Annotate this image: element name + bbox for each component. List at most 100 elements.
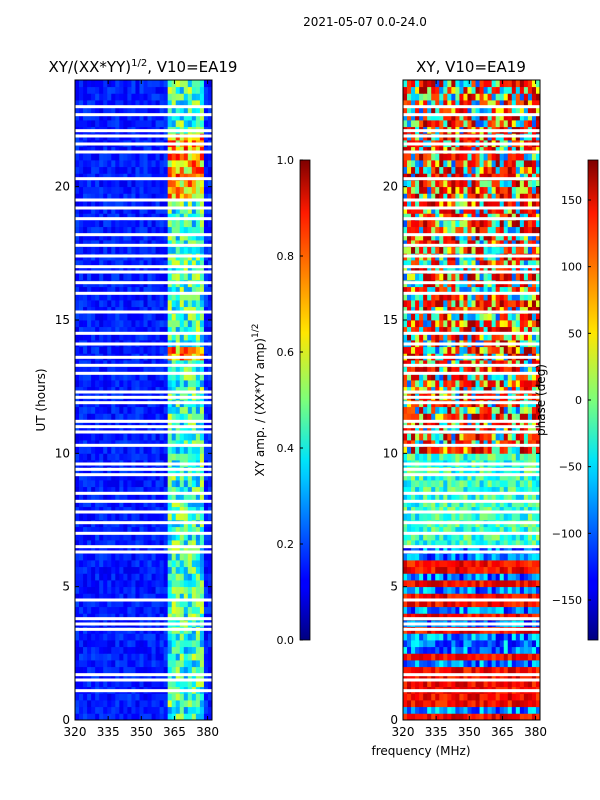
heatmap-cell bbox=[467, 406, 472, 414]
heatmap-cell bbox=[487, 660, 493, 668]
heatmap-cell bbox=[151, 146, 156, 154]
heatmap-cell bbox=[155, 573, 161, 581]
heatmap-cell bbox=[531, 440, 537, 448]
heatmap-cell bbox=[511, 453, 517, 461]
flagged-row bbox=[75, 430, 212, 434]
heatmap-cell bbox=[175, 613, 181, 621]
left-panel-title: XY/(XX*YY)1/2, V10=EA19 bbox=[49, 58, 238, 76]
heatmap-cell bbox=[519, 566, 525, 574]
heatmap-cell bbox=[527, 513, 533, 521]
heatmap-cell bbox=[203, 453, 209, 461]
heatmap-cell bbox=[107, 526, 112, 534]
heatmap-cell bbox=[439, 526, 444, 534]
heatmap-cell bbox=[111, 660, 116, 668]
heatmap-cell bbox=[91, 480, 96, 488]
heatmap-cell bbox=[511, 406, 517, 414]
heatmap-cell bbox=[143, 533, 148, 541]
heatmap-cell bbox=[203, 293, 209, 301]
heatmap-cell bbox=[103, 80, 108, 88]
heatmap-cell bbox=[535, 446, 540, 454]
heatmap-cell bbox=[155, 533, 161, 541]
heatmap-cell bbox=[119, 106, 124, 114]
heatmap-cell bbox=[195, 533, 201, 541]
heatmap-cell bbox=[487, 506, 493, 514]
heatmap-cell bbox=[75, 100, 80, 108]
heatmap-cell bbox=[167, 413, 173, 421]
heatmap-cell bbox=[447, 560, 452, 568]
heatmap-cell bbox=[207, 500, 212, 508]
heatmap-cell bbox=[75, 586, 80, 594]
heatmap-cell bbox=[119, 473, 124, 481]
heatmap-cell bbox=[467, 446, 472, 454]
heatmap-cell bbox=[187, 113, 193, 121]
heatmap-cell bbox=[195, 93, 201, 101]
heatmap-cell bbox=[455, 426, 460, 434]
heatmap-cell bbox=[483, 453, 489, 461]
heatmap-cell bbox=[91, 386, 96, 394]
heatmap-cell bbox=[87, 606, 92, 614]
heatmap-cell bbox=[459, 566, 464, 574]
heatmap-cell bbox=[83, 486, 88, 494]
heatmap-cell bbox=[135, 260, 140, 268]
heatmap-cell bbox=[535, 560, 540, 568]
heatmap-cell bbox=[107, 93, 112, 101]
heatmap-cell bbox=[459, 440, 464, 448]
heatmap-cell bbox=[83, 660, 88, 668]
heatmap-cell bbox=[107, 600, 112, 608]
heatmap-cell bbox=[439, 706, 444, 714]
heatmap-cell bbox=[99, 320, 104, 328]
heatmap-cell bbox=[147, 373, 152, 381]
heatmap-cell bbox=[475, 446, 480, 454]
heatmap-cell bbox=[451, 546, 456, 554]
heatmap-cell bbox=[179, 440, 185, 448]
heatmap-cell bbox=[135, 320, 140, 328]
heatmap-cell bbox=[183, 680, 189, 688]
heatmap-cell bbox=[195, 446, 201, 454]
heatmap-cell bbox=[103, 713, 108, 720]
heatmap-cell bbox=[463, 580, 468, 588]
heatmap-cell bbox=[503, 493, 509, 501]
heatmap-cell bbox=[111, 646, 116, 654]
heatmap-cell bbox=[131, 713, 136, 720]
heatmap-cell bbox=[151, 80, 156, 88]
heatmap-cell bbox=[419, 420, 424, 428]
heatmap-cell bbox=[75, 673, 80, 681]
heatmap-cell bbox=[115, 446, 120, 454]
heatmap-cell bbox=[175, 146, 181, 154]
heatmap-cell bbox=[135, 406, 140, 414]
heatmap-cell bbox=[175, 580, 181, 588]
heatmap-cell bbox=[171, 266, 177, 274]
heatmap-cell bbox=[535, 713, 540, 720]
heatmap-cell bbox=[435, 680, 440, 688]
heatmap-cell bbox=[207, 153, 212, 161]
heatmap-cell bbox=[175, 260, 181, 268]
x-tick-label: 335 bbox=[97, 725, 120, 739]
x-tick-label: 365 bbox=[163, 725, 186, 739]
heatmap-cell bbox=[135, 580, 140, 588]
heatmap-cell bbox=[107, 220, 112, 228]
heatmap-cell bbox=[195, 366, 201, 374]
heatmap-cell bbox=[95, 533, 100, 541]
heatmap-cell bbox=[111, 186, 116, 194]
heatmap-cell bbox=[151, 186, 156, 194]
heatmap-cell bbox=[155, 300, 161, 308]
heatmap-cell bbox=[115, 93, 120, 101]
heatmap-cell bbox=[79, 373, 84, 381]
heatmap-cell bbox=[75, 553, 80, 561]
heatmap-cell bbox=[187, 146, 193, 154]
heatmap-cell bbox=[119, 426, 124, 434]
heatmap-cell bbox=[199, 326, 205, 334]
heatmap-cell bbox=[91, 173, 96, 181]
heatmap-cell bbox=[411, 586, 416, 594]
heatmap-cell bbox=[483, 480, 489, 488]
heatmap-cell bbox=[447, 446, 452, 454]
heatmap-cell bbox=[103, 246, 108, 254]
heatmap-cell bbox=[179, 600, 185, 608]
heatmap-cell bbox=[495, 540, 501, 548]
heatmap-cell bbox=[107, 540, 112, 548]
heatmap-cell bbox=[83, 593, 88, 601]
heatmap-cell bbox=[511, 426, 517, 434]
heatmap-cell bbox=[519, 580, 525, 588]
heatmap-cell bbox=[455, 613, 460, 621]
heatmap-cell bbox=[99, 80, 104, 88]
